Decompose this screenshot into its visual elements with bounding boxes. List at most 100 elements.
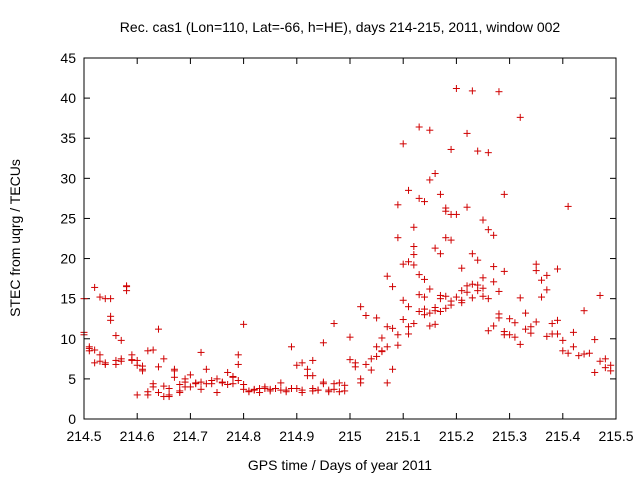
data-point [601,355,609,363]
data-point [452,84,460,92]
data-point [394,331,402,339]
data-point [154,389,162,397]
data-point [335,379,343,387]
data-point [224,381,232,389]
data-point [389,324,397,332]
data-point [309,372,317,380]
data-point [431,320,439,328]
data-point [468,87,476,95]
data-point [197,348,205,356]
data-point [580,350,588,358]
data-point [516,113,524,121]
data-point [383,323,391,331]
data-point [373,352,381,360]
data-point [479,216,487,224]
data-point [511,333,519,341]
x-tick-label: 214.7 [173,428,208,444]
data-point [431,244,439,252]
data-point [596,357,604,365]
data-point [553,330,561,338]
data-point [431,170,439,178]
x-axis-label: GPS time / Days of year 2011 [248,457,432,473]
data-point [192,379,200,387]
y-tick-label: 40 [60,90,76,106]
data-point [346,356,354,364]
data-point [139,367,147,375]
data-point [160,382,168,390]
data-point [474,147,482,155]
data-point [410,243,418,251]
data-point [213,375,221,383]
x-tick-label: 215 [338,428,362,444]
data-point [399,260,407,268]
data-point [538,276,546,284]
x-tick-label: 215.2 [439,428,474,444]
data-point [543,271,551,279]
data-point [91,283,99,291]
data-point [341,387,349,395]
data-point [144,388,152,396]
data-point [420,305,428,313]
data-point [415,123,423,131]
data-points [80,84,615,401]
data-point [426,176,434,184]
data-point [303,365,311,373]
data-point [415,194,423,202]
data-point [330,380,338,388]
y-tick-label: 0 [68,411,76,427]
data-point [383,343,391,351]
data-point [468,280,476,288]
data-point [96,351,104,359]
data-point [234,360,242,368]
x-tick-label: 215.4 [545,428,580,444]
data-point [580,307,588,315]
data-point [607,367,615,375]
data-point [426,309,434,317]
y-tick-label: 45 [60,50,76,66]
data-point [240,320,248,328]
data-point [234,351,242,359]
data-point [234,376,242,384]
data-point [484,295,492,303]
data-point [463,129,471,137]
y-tick-label: 20 [60,251,76,267]
data-point [458,299,466,307]
data-point [176,389,184,397]
data-point [240,385,248,393]
data-point [160,393,168,401]
data-point [394,341,402,349]
data-point [144,347,152,355]
data-point [463,203,471,211]
data-point [458,287,466,295]
y-tick-label: 25 [60,210,76,226]
x-axis-ticks: 214.5 214.6 214.7 214.8 214.9 215 215.1 215.2 21… [66,58,634,444]
data-point [357,303,365,311]
data-point [367,355,375,363]
data-point [474,287,482,295]
data-point [107,316,115,324]
data-point [591,336,599,344]
data-point [479,274,487,282]
data-point [149,346,157,354]
data-point [256,385,264,393]
data-point [383,379,391,387]
data-point [165,391,173,399]
data-point [405,303,413,311]
data-point [415,271,423,279]
data-point [426,285,434,293]
data-point [362,360,370,368]
x-tick-label: 214.8 [226,428,261,444]
data-point [569,343,577,351]
data-point [442,234,450,242]
data-point [250,386,258,394]
data-point [415,291,423,299]
data-point [357,379,365,387]
data-point [91,346,99,354]
data-point [415,308,423,316]
data-point [309,385,317,393]
data-point [218,378,226,386]
data-point [436,250,444,258]
chart-title: Rec. cas1 (Lon=110, Lat=-66, h=HE), days… [120,19,561,35]
data-point [133,356,141,364]
